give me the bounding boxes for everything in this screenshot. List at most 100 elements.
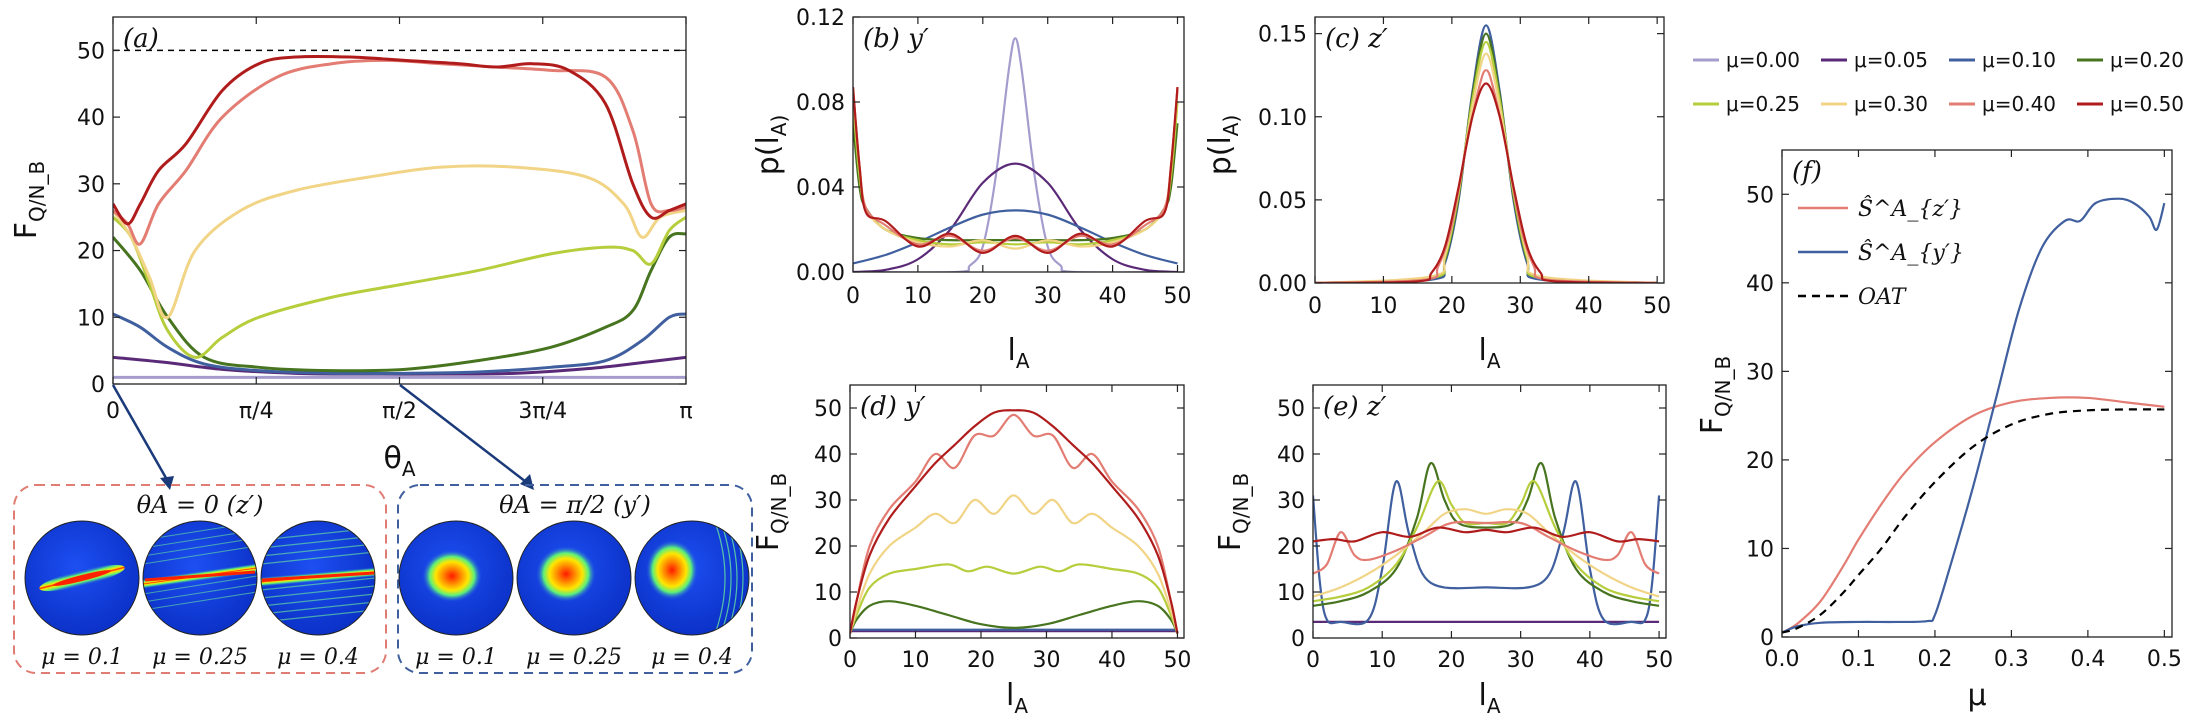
series-group-c (1315, 24, 1658, 283)
sphere-z-1 (25, 521, 139, 635)
y-tick-label: 0.08 (796, 91, 845, 116)
plot-frame-b (852, 16, 1185, 273)
series-line-b-2 (853, 209, 1178, 265)
series-line-c-2 (1315, 40, 1658, 283)
x-tick-label: 30 (1507, 648, 1535, 673)
inset-z-caption-3: μ = 0.4 (277, 645, 359, 670)
legend-label-0: μ=0.00 (1726, 48, 1800, 72)
inset-z-caption-2: μ = 0.25 (152, 645, 248, 670)
x-tick-label: 0.3 (1994, 647, 2029, 672)
y-tick-label: 0 (828, 627, 842, 652)
arrow-theta-0-head (160, 476, 174, 490)
panel-f-legend-label-1: Ŝ^A_{y′} (1858, 239, 1964, 266)
legend-label-3: μ=0.20 (2110, 48, 2184, 72)
series-line-a-5 (113, 164, 686, 319)
series-line-c-0 (1315, 24, 1658, 283)
plot-frame-c (1314, 16, 1665, 284)
x-axis-label-d: lA (1006, 678, 1028, 718)
x-tick-label: π (679, 399, 692, 424)
series-line-d-5 (850, 413, 1179, 634)
y-axis-label-a-main: F (9, 222, 44, 239)
series-group-f (1782, 197, 2166, 634)
inset-z-prime-title: θA = 0 (z′) (137, 491, 264, 519)
y-axis-label-a: FQ/N_B (9, 161, 49, 239)
series-line-e-3 (1313, 480, 1660, 603)
y-tick-label: 0.00 (1258, 272, 1307, 297)
x-tick-label: 10 (904, 284, 932, 309)
x-tick-label: 40 (1099, 284, 1127, 309)
y-tick-label: 40 (1277, 443, 1305, 468)
y-tick-label: 20 (1746, 449, 1774, 474)
y-tick-label: 30 (1746, 360, 1774, 385)
y-axis-label-d: FQ/N_B (751, 473, 791, 551)
x-tick-label: 0 (1308, 294, 1322, 319)
series-line-e-6 (1313, 526, 1660, 543)
panel-label-e: (e) z′ (1323, 392, 1387, 422)
arrow-theta-pi2-head (520, 474, 534, 490)
inset-y-prime-frame (397, 484, 753, 674)
mu-legend: μ=0.00 μ=0.05 μ=0.10 μ=0.20 μ=0.25 μ=0.30 μ=0.… (1693, 48, 2184, 116)
series-line-c-4 (1315, 69, 1658, 283)
x-axis-label-c-main: l (1478, 333, 1486, 368)
panel-b: 0 10 20 30 40 50 0.00 0.04 0.08 0.12 (b) y′ p(lA) lA (751, 6, 1192, 373)
x-tick-label: 50 (1163, 648, 1191, 673)
panel-f: 0.0 0.1 0.2 0.3 0.4 0.5 0 10 20 30 40 50 (f) FQ/N_B μ Ŝ… (1695, 149, 2182, 713)
y-tick-label: 0.05 (1258, 189, 1307, 214)
series-line-e-2 (1313, 462, 1660, 607)
x-tick-label: 0.2 (1917, 647, 1952, 672)
plot-frame-d (849, 384, 1185, 639)
x-tick-label: 10 (1369, 294, 1397, 319)
series-line-f-1 (1782, 197, 2166, 634)
sphere-y-1 (399, 521, 513, 635)
y-tick-label: 50 (77, 39, 105, 64)
x-axis-label-c: lA (1478, 333, 1500, 373)
y-axis-label-e: FQ/N_B (1213, 473, 1253, 551)
x-axis-label-b-sub: A (1016, 349, 1030, 373)
x-tick-label: 50 (1643, 294, 1671, 319)
y-tick-label: 0.12 (796, 6, 845, 31)
y-tick-label: 10 (1277, 581, 1305, 606)
series-line-e-1 (1313, 480, 1661, 626)
y-axis-label-f: FQ/N_B (1695, 356, 1735, 434)
series-line-d-4 (850, 494, 1179, 634)
series-group-d (850, 409, 1179, 634)
inset-y-caption-3: μ = 0.4 (651, 645, 733, 670)
sphere-z-3 (261, 521, 375, 635)
y-axis-label-e-sub: Q/N_B (1229, 473, 1253, 534)
series-line-b-3 (853, 123, 1179, 242)
plot-frame-e (1312, 384, 1667, 639)
sphere-y-3 (635, 521, 749, 635)
y-tick-label: 20 (814, 535, 842, 560)
x-tick-label: 20 (1437, 648, 1465, 673)
y-axis-label-b-main: p(l (751, 136, 786, 175)
y-axis-label-d-sub: Q/N_B (767, 473, 791, 534)
legend-label-2: μ=0.10 (1982, 48, 2056, 72)
y-tick-label: 10 (814, 581, 842, 606)
panel-label-d: (d) y′ (860, 392, 926, 422)
x-tick-label: 50 (1164, 284, 1192, 309)
y-tick-label: 0 (91, 373, 105, 398)
series-line-a-3 (113, 231, 686, 373)
x-tick-label: 0 (1306, 648, 1320, 673)
y-tick-label: 0.10 (1258, 106, 1307, 131)
x-axis-label-e-main: l (1478, 678, 1486, 713)
y-tick-label: 30 (77, 173, 105, 198)
panel-label-b: (b) y′ (863, 24, 929, 54)
series-line-a-2 (113, 312, 686, 376)
panel-label-c: (c) z′ (1325, 24, 1388, 54)
y-tick-label: 10 (1746, 537, 1774, 562)
series-line-a-1 (113, 355, 686, 376)
y-axis-label-b-sub: A) (767, 115, 791, 136)
y-axis-label-f-main: F (1695, 417, 1730, 434)
series-line-a-7 (113, 54, 686, 226)
x-axis-label-d-main: l (1006, 678, 1014, 713)
x-axis-label-f: μ (1967, 678, 1986, 713)
y-axis-label-c-sub: A) (1219, 115, 1243, 136)
y-tick-label: 50 (814, 397, 842, 422)
x-axis-label-c-sub: A (1487, 349, 1501, 373)
x-tick-label: 30 (1032, 648, 1060, 673)
inset-y-prime-title: θA = π/2 (y′) (499, 491, 651, 519)
